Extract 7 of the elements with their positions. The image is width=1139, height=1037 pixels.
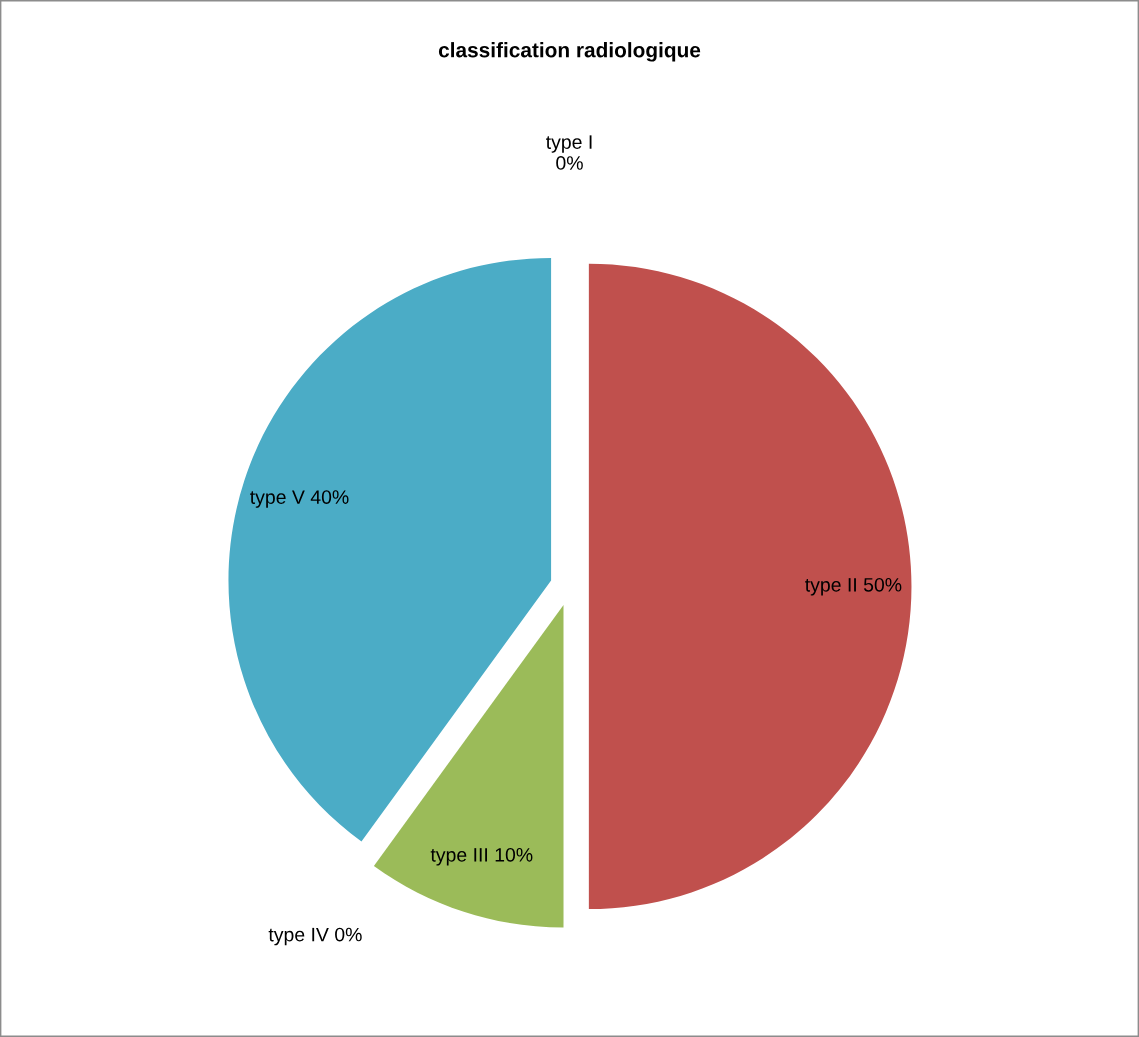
- slice-label: type III 10%: [430, 847, 533, 866]
- category-label: type IV 0%: [268, 927, 362, 946]
- category-label: type I: [546, 135, 592, 153]
- slice-label: type II 50%: [805, 577, 902, 596]
- chart-title: classification radiologique: [438, 42, 701, 62]
- text: 0%: [556, 156, 583, 170]
- slice-label: type V 40%: [250, 490, 349, 508]
